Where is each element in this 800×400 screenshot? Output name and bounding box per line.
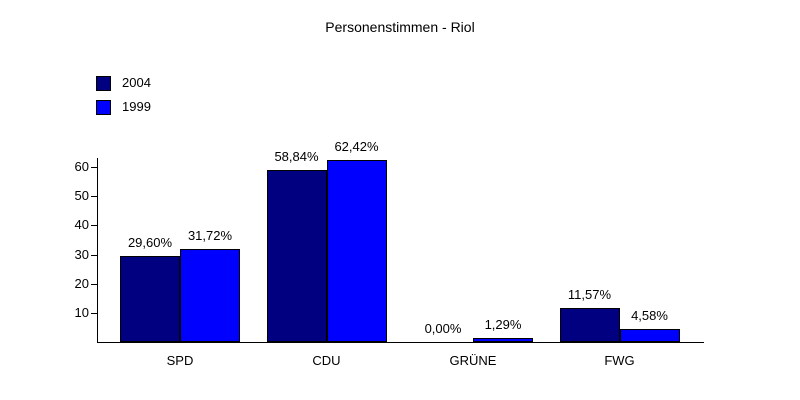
y-axis-tick-label: 20 — [74, 276, 89, 291]
y-axis-tick — [91, 225, 97, 226]
y-axis-tick-label: 40 — [74, 217, 89, 232]
bar-value-label-1999-spd: 31,72% — [187, 228, 233, 243]
y-axis-tick — [91, 167, 97, 168]
y-axis-tick — [91, 284, 97, 285]
bar-value-label-1999-grüne: 1,29% — [484, 317, 522, 332]
bar-1999-fwg — [619, 329, 680, 342]
x-axis-category-label-cdu: CDU — [312, 353, 341, 368]
y-axis-tick — [91, 196, 97, 197]
x-axis-category-label-fwg: FWG — [604, 353, 635, 368]
y-axis-tick — [91, 313, 97, 314]
y-axis-tick — [91, 255, 97, 256]
bar-1999-cdu — [326, 160, 387, 342]
chart-title: Personenstimmen - Riol — [325, 19, 475, 35]
x-axis-category-label-spd: SPD — [166, 353, 194, 368]
bar-1999-grüne — [473, 338, 533, 342]
y-axis-tick-label: 10 — [74, 305, 89, 320]
bar-value-label-2004-spd: 29,60% — [127, 235, 173, 250]
bar-value-label-2004-cdu: 58,84% — [274, 149, 319, 164]
legend-swatch-2004 — [96, 76, 111, 91]
x-axis-category-label-grüne: GRÜNE — [449, 353, 497, 368]
y-axis-tick-label: 30 — [74, 247, 89, 262]
bar-value-label-2004-fwg: 11,57% — [567, 287, 612, 302]
y-axis-tick-label: 60 — [74, 159, 89, 174]
bar-value-label-2004-grüne: 0,00% — [424, 321, 462, 336]
bar-value-label-1999-cdu: 62,42% — [334, 139, 379, 154]
bar-value-label-1999-fwg: 4,58% — [631, 308, 668, 323]
x-axis-line — [97, 342, 704, 343]
bar-2004-spd — [120, 256, 180, 342]
bar-1999-spd — [180, 249, 240, 342]
legend-label-1999: 1999 — [122, 99, 151, 114]
bar-2004-fwg — [559, 308, 620, 342]
bar-2004-cdu — [266, 170, 327, 342]
legend-swatch-1999 — [96, 100, 111, 115]
y-axis-line — [97, 158, 98, 343]
legend-label-2004: 2004 — [122, 75, 151, 90]
y-axis-tick-label: 50 — [74, 188, 89, 203]
